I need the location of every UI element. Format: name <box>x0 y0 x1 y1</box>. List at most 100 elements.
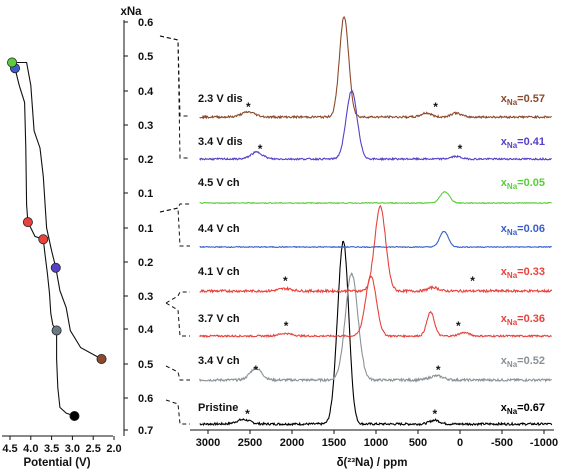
spectrum-state-label: 4.4 V ch <box>198 223 240 235</box>
spectrum-state-label: 4.1 V ch <box>198 266 240 278</box>
state-marker <box>96 353 107 364</box>
xna-prefix: x <box>501 136 508 148</box>
xna-value: =0.05 <box>517 177 545 189</box>
spectrum-state-label: 2.3 V dis <box>198 93 243 105</box>
xna-value-label: xNa=0.36 <box>501 313 545 327</box>
xna-axis: xNa 0.6 0.5 0.4 0.3 0.2 0.1 0.1 0.2 0.3 0.4 0.5 0.6… <box>120 6 190 437</box>
dashed-connector <box>159 203 190 213</box>
spinning-sideband-star: * <box>258 142 263 156</box>
dashed-connector <box>159 35 190 159</box>
y-tick-label: 0.5 <box>138 359 153 371</box>
xna-prefix: x <box>501 313 508 325</box>
nmr-spectrum <box>199 240 553 427</box>
spinning-sideband-star: * <box>284 319 289 333</box>
xna-value: =0.06 <box>517 223 545 235</box>
xna-prefix: x <box>501 93 508 105</box>
xna-prefix: x <box>501 355 508 367</box>
left-x-tick-label: 4.5 <box>2 443 17 455</box>
charge-curve <box>11 62 75 417</box>
xna-value-label: xNa=0.41 <box>501 136 545 150</box>
spectrum-state-label: 4.5 V ch <box>198 177 240 189</box>
nmr-panel: 3000 2500 2000 1500 1000 500 0 -500 -1000 δ(²³Na… <box>190 15 558 469</box>
xna-value-label: xNa=0.57 <box>501 93 545 107</box>
nmr-x-tick-label: 2500 <box>238 437 262 449</box>
spinning-sideband-star: * <box>283 274 288 288</box>
electrochem-panel: 4.5 4.0 3.5 3.0 2.5 2.0 Potential (V) <box>2 57 122 469</box>
xna-value-label: xNa=0.52 <box>501 355 545 369</box>
spinning-sideband-star: * <box>246 100 251 114</box>
state-marker <box>69 410 80 421</box>
spinning-sideband-star: * <box>436 363 441 377</box>
y-tick-label: 0.3 <box>138 291 153 303</box>
xna-prefix: x <box>501 223 508 235</box>
nmr-x-tick-label: 3000 <box>196 437 220 449</box>
nmr-x-tick-label: 1000 <box>364 437 388 449</box>
xna-value-label: xNa=0.33 <box>501 266 545 280</box>
state-marker <box>38 234 49 245</box>
xna-subscript: Na <box>507 407 518 416</box>
left-x-tick-label: 2.5 <box>86 443 101 455</box>
state-marker <box>51 325 62 336</box>
dashed-connector <box>165 365 190 381</box>
spinning-sideband-star: * <box>458 142 463 156</box>
spinning-sideband-star: * <box>433 100 438 114</box>
discharge-curve <box>12 61 102 360</box>
nmr-x-tick-label: -1000 <box>530 437 558 449</box>
left-x-tick-label: 3.5 <box>44 443 59 455</box>
xna-value: =0.33 <box>517 266 545 278</box>
y-tick-label: 0.1 <box>138 188 153 200</box>
nmr-spectrum <box>199 272 553 383</box>
y-tick-label: 0.3 <box>138 120 153 132</box>
spectrum-state-label: 3.7 V ch <box>198 313 240 325</box>
y-axis-label: xNa <box>120 6 142 18</box>
spinning-sideband-star: * <box>245 407 250 421</box>
nmr-spectrum <box>199 190 552 205</box>
xna-subscript: Na <box>507 360 518 369</box>
spinning-sideband-star: * <box>432 407 437 421</box>
xna-value-label: xNa=0.67 <box>501 402 545 416</box>
nmr-spectrum <box>199 15 552 120</box>
state-marker <box>22 217 33 228</box>
xna-value: =0.57 <box>517 93 545 105</box>
y-tick-label: 0.5 <box>138 51 153 63</box>
spinning-sideband-star: * <box>254 363 259 377</box>
xna-subscript: Na <box>507 141 518 150</box>
y-tick-label: 0.1 <box>138 223 153 235</box>
y-tick-label: 0.4 <box>138 324 154 336</box>
xna-prefix: x <box>501 266 508 278</box>
nmr-x-tick-label: -500 <box>491 437 513 449</box>
left-x-tick-label: 3.0 <box>65 443 80 455</box>
xna-value: =0.67 <box>517 402 545 414</box>
dashed-connector <box>165 291 190 304</box>
y-tick-label: 0.4 <box>138 86 154 98</box>
y-tick-label: 0.7 <box>138 425 153 437</box>
xna-subscript: Na <box>507 228 518 237</box>
nmr-spectrum <box>199 204 553 295</box>
y-tick-label: 0.2 <box>138 257 153 269</box>
dashed-connector <box>165 302 190 337</box>
left-x-tick-label: 4.0 <box>23 443 38 455</box>
y-tick-label: 0.2 <box>138 154 153 166</box>
dashed-connector <box>159 207 190 247</box>
nmr-x-tick-label: 1500 <box>322 437 346 449</box>
nmr-x-tick-label: 500 <box>409 437 427 449</box>
state-marker <box>7 57 18 68</box>
xna-value: =0.52 <box>517 355 545 367</box>
spectrum-state-label: Pristine <box>198 402 238 414</box>
dashed-connector <box>159 35 190 117</box>
xna-value-label: xNa=0.05 <box>501 177 545 191</box>
xna-prefix: x <box>501 402 508 414</box>
xna-value-label: xNa=0.06 <box>501 223 545 237</box>
xna-subscript: Na <box>507 98 518 107</box>
dashed-connector <box>165 399 190 425</box>
xna-subscript: Na <box>507 182 518 191</box>
nmr-x-tick-label: 2000 <box>280 437 304 449</box>
xna-value: =0.41 <box>517 136 545 148</box>
nmr-x-axis-label: δ(²³Na) / ppm <box>337 457 408 469</box>
spinning-sideband-star: * <box>456 319 461 333</box>
y-tick-label: 0.6 <box>138 393 153 405</box>
spectrum-state-label: 3.4 V ch <box>198 355 240 367</box>
state-marker <box>50 262 61 273</box>
nmr-x-tick-label: 0 <box>457 437 463 449</box>
